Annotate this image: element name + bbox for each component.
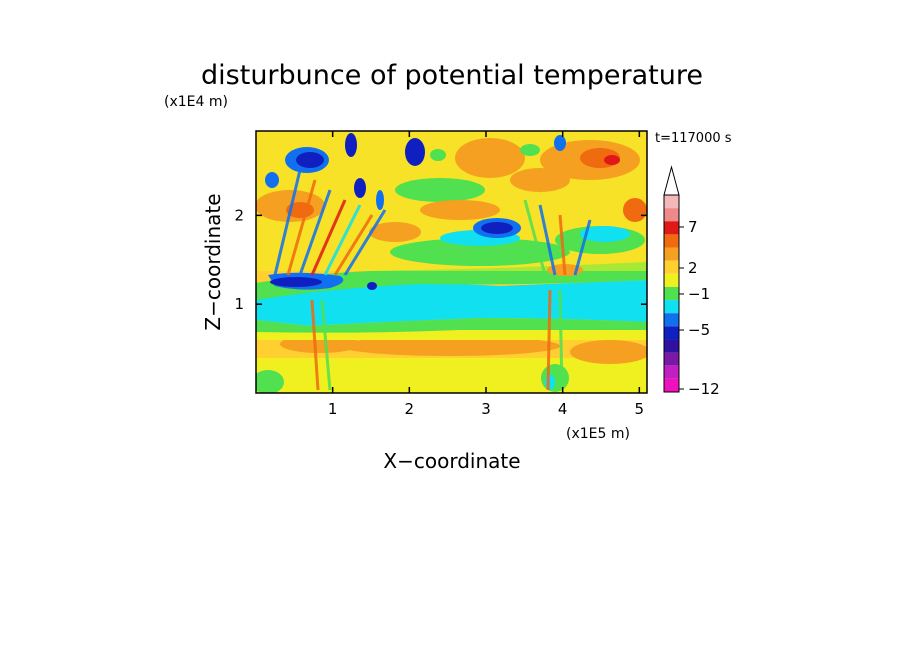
blob-lower-green-2 xyxy=(541,364,569,392)
x-tick-label: 3 xyxy=(481,400,491,418)
colorbar-swatch xyxy=(664,234,679,248)
band-lower-yellow xyxy=(256,358,647,393)
colorbar-swatch xyxy=(664,260,679,274)
y-tick-label: 2 xyxy=(234,206,244,224)
cold-3b xyxy=(481,222,513,234)
colorbar-label: 7 xyxy=(688,218,698,236)
cold-4 xyxy=(345,133,357,157)
warm-8 xyxy=(623,198,647,222)
y-axis-label: Z−coordinate xyxy=(201,193,225,330)
cold-5 xyxy=(354,178,366,198)
blob-blue-edge-2 xyxy=(270,277,322,287)
cold-1b xyxy=(296,152,324,168)
time-label: t=117000 s xyxy=(655,131,732,146)
chart-title: disturbunce of potential temperature xyxy=(201,60,703,91)
colorbar-swatch xyxy=(664,365,679,379)
cold-9 xyxy=(520,144,540,156)
colorbar-swatch xyxy=(664,352,679,366)
x-tick-label: 1 xyxy=(328,400,338,418)
x-tick-label: 4 xyxy=(558,400,568,418)
cold-8 xyxy=(376,190,384,210)
colorbar-label: −12 xyxy=(688,380,720,398)
y-axis: 12 xyxy=(234,206,647,313)
warm-5 xyxy=(369,222,421,242)
colorbar-arrow xyxy=(663,165,680,196)
y-unit-label: (x1E4 m) xyxy=(164,94,228,110)
plot-frame xyxy=(255,130,648,394)
colorbar-swatch xyxy=(664,195,679,209)
y-tick-label: 1 xyxy=(234,295,244,313)
colorbar-swatch xyxy=(664,221,679,235)
x-tick-label: 2 xyxy=(405,400,415,418)
upper-cyan-2 xyxy=(580,226,630,242)
colorbar-swatch xyxy=(664,286,679,301)
upper-green-1 xyxy=(390,238,570,266)
colorbar-swatch xyxy=(664,273,679,287)
contour-field xyxy=(256,131,647,393)
cold-10 xyxy=(430,149,446,161)
warm-4 xyxy=(510,168,570,192)
cold-2 xyxy=(405,138,425,166)
colorbar-swatch xyxy=(664,339,679,353)
warm-9 xyxy=(604,155,620,165)
x-axis-label: X−coordinate xyxy=(383,449,520,473)
warm-1 xyxy=(455,138,525,178)
cold-7 xyxy=(554,135,566,151)
colorbar-swatch xyxy=(664,378,679,392)
x-unit-label: (x1E5 m) xyxy=(566,426,630,442)
colorbar-swatch xyxy=(664,247,679,261)
streaks-right xyxy=(523,199,592,391)
colorbar-label: 2 xyxy=(688,259,698,277)
colorbar: 7 2 −1 −5 −12 xyxy=(663,165,720,398)
colorbar-label: −5 xyxy=(688,321,710,339)
x-axis: 1 2 3 4 5 xyxy=(328,131,644,418)
upper-green-2 xyxy=(395,178,485,202)
colorbar-label: −1 xyxy=(688,285,710,303)
blob-lower-orange-2 xyxy=(570,340,647,364)
blob-lower-orange-1 xyxy=(340,336,560,356)
colorbar-swatch xyxy=(664,313,679,327)
x-tick-label: 5 xyxy=(635,400,645,418)
blob-blue-small xyxy=(367,282,377,290)
colorbar-swatch xyxy=(664,300,679,314)
warm-10 xyxy=(420,200,500,220)
colorbar-swatch xyxy=(664,208,679,222)
blob-lower-cyan-1 xyxy=(545,374,555,390)
cold-6 xyxy=(265,172,279,188)
colorbar-swatch xyxy=(664,326,679,340)
streaks-left xyxy=(273,169,387,391)
blob-lower-green-1 xyxy=(256,370,284,393)
